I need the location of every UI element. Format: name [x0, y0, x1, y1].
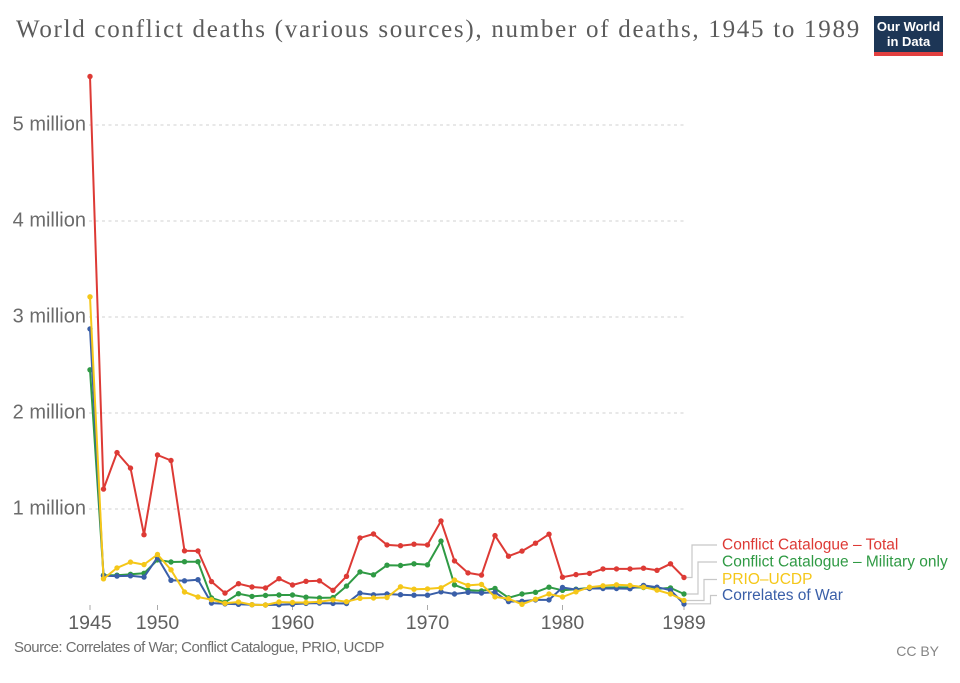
svg-text:1960: 1960 [271, 612, 315, 634]
svg-text:1 million: 1 million [13, 498, 86, 520]
svg-text:1970: 1970 [406, 612, 450, 634]
svg-text:2 million: 2 million [13, 402, 86, 424]
svg-text:4 million: 4 million [13, 210, 86, 232]
svg-text:Conflict Catalogue – Total: Conflict Catalogue – Total [722, 537, 898, 554]
svg-text:3 million: 3 million [13, 306, 86, 328]
svg-text:1989: 1989 [662, 612, 705, 634]
svg-text:5 million: 5 million [13, 114, 86, 136]
svg-text:PRIO–UCDP: PRIO–UCDP [722, 571, 812, 588]
svg-text:Correlates of War: Correlates of War [722, 587, 843, 604]
svg-text:1980: 1980 [541, 612, 585, 634]
svg-text:1950: 1950 [136, 612, 180, 634]
svg-text:1945: 1945 [68, 612, 112, 634]
svg-text:Conflict Catalogue – Military: Conflict Catalogue – Military only [722, 554, 948, 571]
